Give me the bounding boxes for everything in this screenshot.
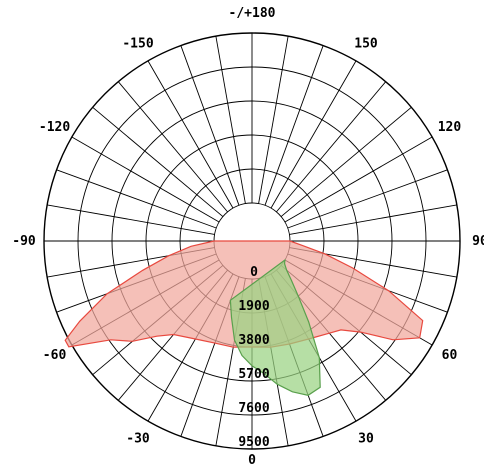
angle-label: -120	[39, 120, 70, 135]
grid-ring	[77, 66, 427, 416]
radial-label: 3800	[238, 333, 269, 348]
radial-label: 0	[250, 265, 258, 280]
grid-spoke	[147, 60, 234, 209]
angle-label: -150	[122, 37, 153, 52]
angle-label: 0	[248, 453, 256, 466]
grid-spoke	[92, 106, 224, 217]
series-curve-1	[229, 258, 321, 396]
radial-label: 1900	[238, 299, 269, 314]
angle-label: -90	[12, 234, 36, 249]
grid-spoke	[276, 81, 387, 213]
grid-ring	[43, 32, 461, 450]
angle-label: 30	[358, 431, 374, 446]
radial-label: 9500	[238, 435, 269, 450]
grid-spoke	[270, 60, 357, 209]
angle-label: 150	[354, 37, 378, 52]
grid-spoke	[180, 45, 240, 206]
angle-label: -60	[43, 348, 67, 363]
grid-spoke	[215, 36, 246, 204]
grid-ring	[111, 100, 393, 382]
angle-label: -30	[126, 431, 150, 446]
series-layer	[64, 240, 424, 396]
grid-spoke	[287, 169, 448, 229]
grid-spoke	[264, 45, 324, 206]
angle-label: -/+180	[229, 6, 276, 21]
grid-spoke	[284, 136, 433, 223]
grid-spoke	[280, 106, 412, 217]
labels-layer: -/+180 -150 150 -120 120 -90 90 -60 60 -30 30 0 0 190…	[12, 6, 484, 466]
angle-label: 120	[438, 120, 462, 135]
grid-spoke	[56, 169, 217, 229]
grid-spoke	[117, 81, 228, 213]
grid-spoke	[289, 204, 457, 235]
angle-label: 60	[442, 348, 458, 363]
grid-spoke	[258, 36, 289, 204]
grid-spoke	[47, 204, 215, 235]
angle-label: 90	[472, 234, 484, 249]
radial-label: 7600	[238, 401, 269, 416]
grid-spoke	[71, 136, 220, 223]
radial-label: 5700	[238, 367, 269, 382]
